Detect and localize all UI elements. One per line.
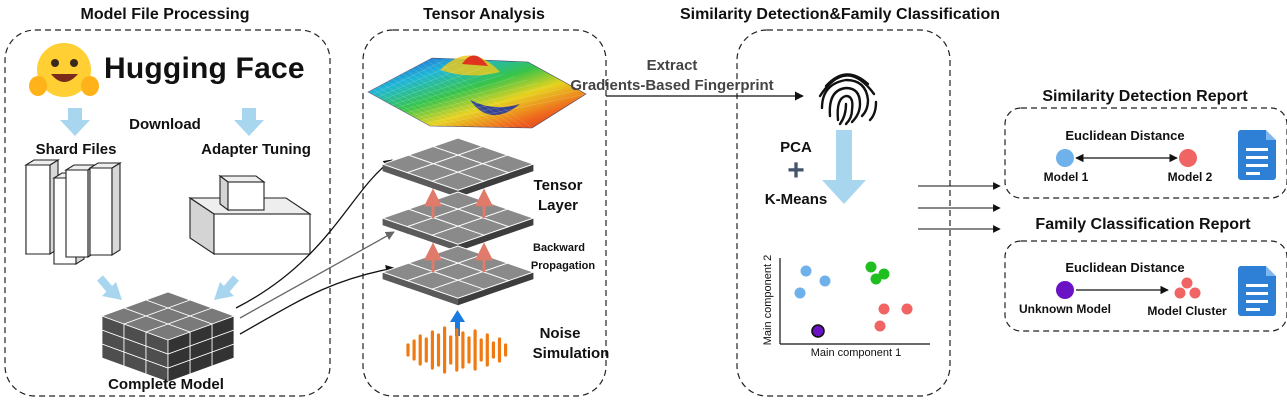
tensor-layer-label-1: Tensor: [533, 177, 583, 194]
model1-dot: [1056, 149, 1074, 167]
x-axis-label: Main component 1: [810, 347, 902, 359]
cluster-green-point: [878, 268, 890, 280]
clustering-arrow-icon: [822, 130, 866, 204]
complete-model-icon: [100, 291, 236, 383]
family-report-frame: [1004, 240, 1287, 332]
y-axis-label: Main component 2: [762, 254, 774, 346]
noise-label-1: Noise: [539, 325, 581, 342]
section-title-model-file: Model File Processing: [80, 6, 250, 23]
model2-dot: [1179, 149, 1197, 167]
scatter-plot-axes: [779, 258, 930, 345]
cluster-green-point: [870, 273, 882, 285]
family-metric-label: Euclidean Distance: [1065, 260, 1185, 275]
family-document-icon: [1238, 266, 1276, 316]
model1-label: Model 1: [1043, 170, 1089, 184]
gradient-fingerprint-label: Gradients-Based Fingerprint: [570, 77, 774, 94]
shard-files-icon: [24, 159, 122, 265]
section-title-similarity: Similarity Detection&Family Classificati…: [679, 6, 1001, 23]
similarity-metric-label: Euclidean Distance: [1065, 128, 1185, 143]
unknown-model-label: Unknown Model: [1019, 302, 1111, 316]
model2-label: Model 2: [1167, 170, 1213, 184]
cluster-blue-point: [819, 275, 831, 287]
report-document-icon: [1238, 130, 1276, 180]
hugging-face-brand: Hugging Face: [104, 52, 305, 85]
backprop-arrows-icon: [424, 188, 493, 272]
download-arrow-left-icon: [60, 108, 90, 136]
tensor-layer-label-2: Layer: [537, 197, 579, 214]
pca-label: PCA: [780, 139, 812, 156]
backward-label-1: Backward: [533, 242, 585, 254]
hugging-face-emoji-icon: [29, 43, 99, 97]
adapter-tuning-label: Adapter Tuning: [201, 141, 311, 158]
download-label: Download: [129, 116, 201, 133]
model-cluster-dots: [1174, 277, 1201, 299]
cluster-blue-point: [794, 287, 806, 299]
noise-waveform-icon: [406, 326, 508, 374]
tensor-grid-top: [381, 137, 535, 198]
similarity-family-frame: [736, 29, 951, 397]
shard-files-label: Shard Files: [35, 141, 117, 158]
gradient-surface-icon: [367, 55, 587, 129]
similarity-report-frame: [1004, 107, 1287, 199]
extract-label: Extract: [646, 57, 698, 74]
unknown-model-dot: [1056, 281, 1074, 299]
tensor-grids-icon: [381, 137, 535, 306]
model-cluster-label: Model Cluster: [1147, 304, 1227, 318]
model-to-backward-arrow: [239, 265, 395, 335]
tensor-analysis-frame: [362, 29, 607, 397]
model-to-tensor-layer-arrow: [239, 231, 395, 319]
model-to-surface-arrow: [235, 159, 393, 309]
cluster-red-point: [878, 303, 890, 315]
model-file-processing-frame: [4, 29, 331, 397]
similarity-report-title: Similarity Detection Report: [1042, 88, 1248, 105]
kmeans-label: K-Means: [764, 191, 828, 208]
cluster-red-point: [874, 320, 886, 332]
noise-up-arrow-icon: [450, 310, 465, 336]
complete-model-label: Complete Model: [108, 376, 224, 393]
unknown-point: [811, 324, 825, 338]
cluster-blue-point: [800, 265, 812, 277]
merge-arrow-left-icon: [96, 275, 122, 300]
cluster-red-point: [901, 303, 913, 315]
tensor-grid-middle: [381, 191, 535, 252]
scatter-plot-points: [794, 261, 913, 338]
family-report-title: Family Classification Report: [1035, 216, 1251, 233]
backward-label-2: Propagation: [530, 260, 596, 272]
section-title-tensor: Tensor Analysis: [423, 6, 545, 23]
download-arrow-right-icon: [234, 108, 264, 136]
cluster-green-point: [865, 261, 877, 273]
fingerprint-icon: [818, 73, 878, 126]
tensor-grid-bottom: [381, 245, 535, 306]
adapter-tuning-icon: [188, 174, 312, 256]
merge-arrow-right-icon: [214, 275, 240, 300]
plus-sign: +: [787, 154, 805, 187]
noise-label-2: Simulation: [532, 345, 610, 362]
